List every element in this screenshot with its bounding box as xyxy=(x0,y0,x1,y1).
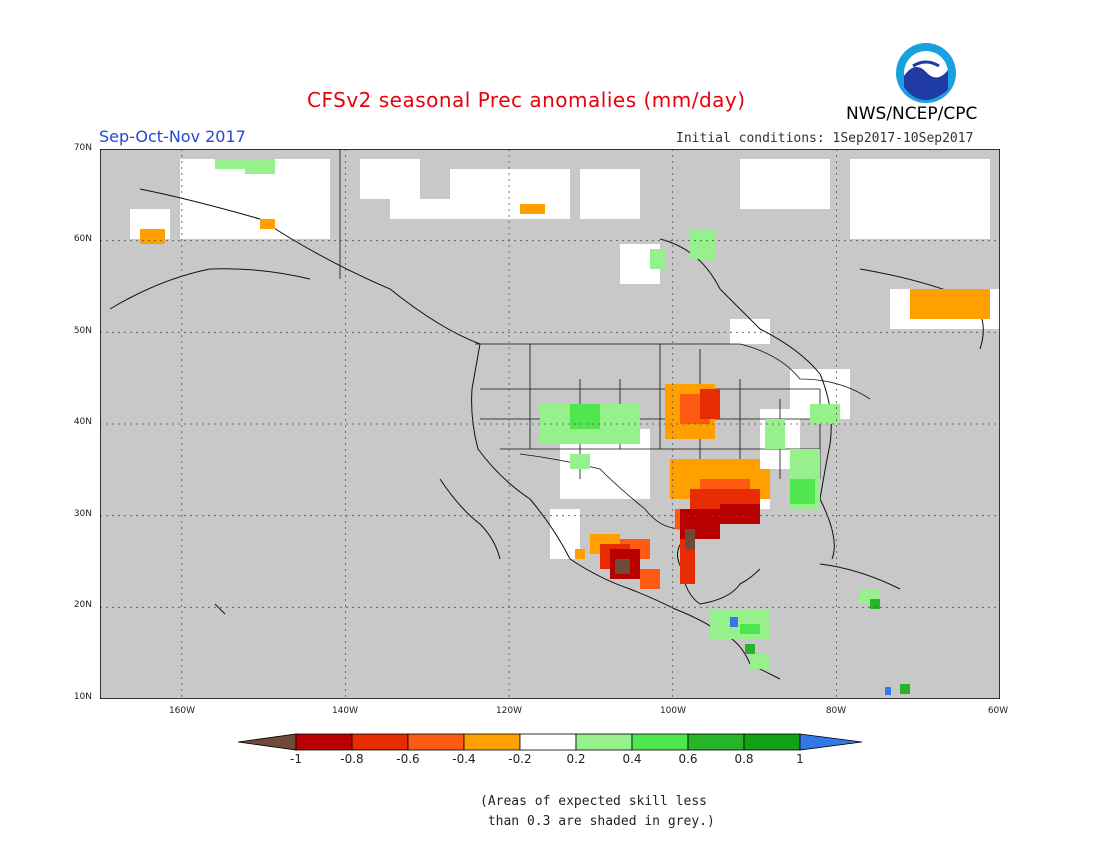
colorbar-upper-arrow xyxy=(799,733,862,751)
lat-label-10n: 10N xyxy=(73,692,92,702)
colorbar-tick: 0.2 xyxy=(566,752,586,766)
lon-label-140w: 140W xyxy=(331,706,359,716)
noaa-logo-icon xyxy=(896,43,956,103)
blue-patches xyxy=(730,617,891,695)
lon-label-60w: 60W xyxy=(987,706,1009,716)
colorbar xyxy=(238,733,862,751)
organization-label: NWS/NCEP/CPC xyxy=(846,104,978,124)
colorbar-tick: -0.2 xyxy=(508,752,532,766)
lat-label-40n: 40N xyxy=(73,417,92,427)
colorbar-tick: 0.8 xyxy=(734,752,754,766)
lon-label-120w: 120W xyxy=(495,706,523,716)
footnote-line-1: (Areas of expected skill less xyxy=(480,794,707,809)
green-patches xyxy=(570,404,815,634)
colorbar-tick: -0.4 xyxy=(452,752,476,766)
lat-label-50n: 50N xyxy=(73,326,92,336)
initial-conditions-label: Initial conditions: 1Sep2017-10Sep2017 xyxy=(676,131,974,146)
lat-label-30n: 30N xyxy=(73,509,92,519)
colorbar-tick: 0.6 xyxy=(678,752,698,766)
precip-anomaly-map xyxy=(100,149,1000,699)
lon-label-100w: 100W xyxy=(659,706,687,716)
gridlines xyxy=(100,149,1000,699)
brown-patches xyxy=(615,529,695,574)
colorbar-tick: 0.4 xyxy=(622,752,642,766)
colorbar-tick: -1 xyxy=(290,752,302,766)
footnote-line-2: than 0.3 are shaded in grey.) xyxy=(480,814,715,829)
colorbar-lower-arrow xyxy=(238,733,297,751)
skill-footnote: (Areas of expected skill less than 0.3 a… xyxy=(480,792,715,832)
colorbar-tick: -0.6 xyxy=(396,752,420,766)
dark-green-patches xyxy=(745,599,910,694)
white-patches xyxy=(130,159,1000,639)
lat-label-70n: 70N xyxy=(73,143,92,153)
lat-label-20n: 20N xyxy=(73,600,92,610)
lon-label-80w: 80W xyxy=(825,706,847,716)
borders xyxy=(339,149,871,530)
lat-label-60n: 60N xyxy=(73,234,92,244)
period-label: Sep-Oct-Nov 2017 xyxy=(99,127,246,146)
colorbar-tick: -0.8 xyxy=(340,752,364,766)
colorbar-tick: 1 xyxy=(796,752,804,766)
map-title: CFSv2 seasonal Prec anomalies (mm/day) xyxy=(307,88,746,112)
lon-label-160w: 160W xyxy=(168,706,196,716)
